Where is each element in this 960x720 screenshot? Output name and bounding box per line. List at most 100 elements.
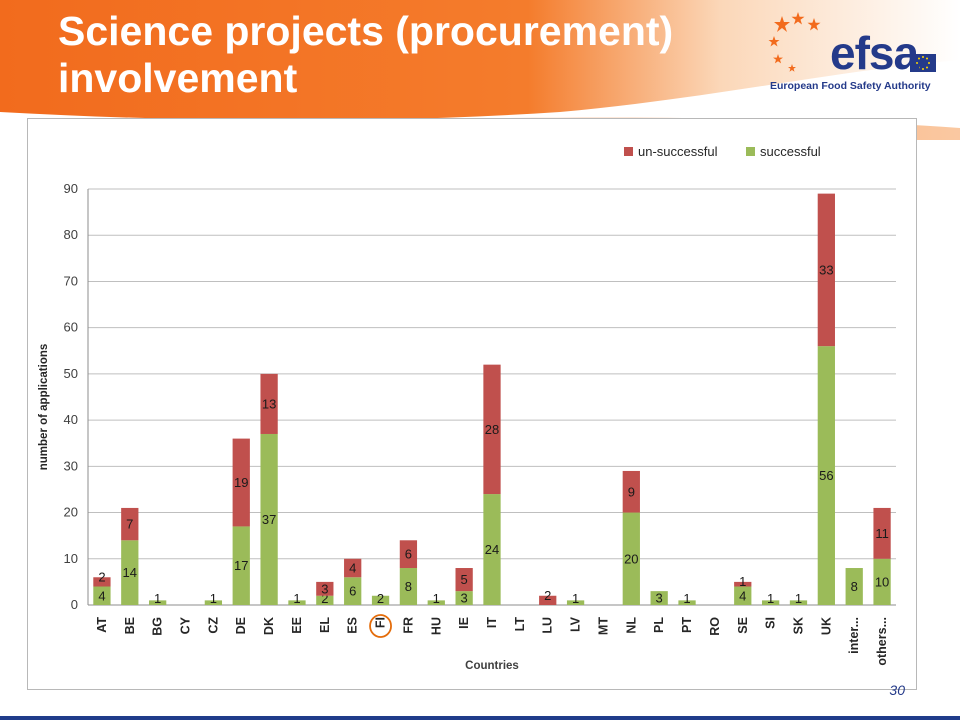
bar-unsuccessful-IT: [483, 364, 501, 495]
x-tick-label: SI: [764, 617, 778, 629]
y-tick-label: 10: [64, 551, 78, 566]
bar-unsuccessful-FR: [399, 540, 418, 569]
slide-title-line2: involvement: [58, 55, 298, 101]
bar-successful-BE: [121, 540, 139, 605]
bar-unsuccessful-others...: [873, 507, 891, 559]
data-label-successful: 1: [433, 591, 440, 606]
data-label-successful: 20: [624, 551, 638, 566]
x-tick-label: DK: [262, 617, 276, 635]
y-tick-label: 80: [64, 227, 78, 242]
bar-unsuccessful-AT: [93, 577, 111, 587]
x-tick-label: LT: [513, 617, 527, 632]
x-tick-label: PT: [680, 617, 694, 633]
x-tick-label: FR: [401, 617, 415, 634]
data-label-unsuccessful: 6: [405, 547, 412, 562]
data-label-successful: 1: [683, 591, 690, 606]
bar-successful-CZ: [204, 600, 223, 605]
y-tick-label: 30: [64, 458, 78, 473]
data-label-unsuccessful: 33: [819, 262, 833, 277]
data-label-successful: 3: [656, 591, 663, 606]
bar-successful-UK: [817, 346, 835, 605]
x-tick-label: AT: [95, 617, 109, 633]
efsa-subtitle: European Food Safety Authority: [770, 80, 931, 92]
data-label-successful: 56: [819, 468, 833, 483]
bar-successful-PL: [650, 591, 668, 605]
x-tick-label: LV: [569, 616, 583, 632]
bar-unsuccessful-UK: [817, 193, 835, 347]
data-label-unsuccessful: 5: [461, 572, 468, 587]
efsa-stars-logo-icon: [768, 12, 936, 72]
x-tick-label: CZ: [206, 617, 220, 634]
bar-successful-FI: [371, 595, 390, 605]
x-tick-label: NL: [624, 617, 638, 634]
x-tick-label: UK: [819, 617, 833, 635]
bar-successful-LV: [566, 600, 585, 605]
data-label-successful: 3: [461, 591, 468, 606]
bar-unsuccessful-NL: [622, 470, 640, 513]
x-tick-label: ES: [346, 617, 360, 634]
bar-unsuccessful-IE: [455, 568, 473, 592]
x-tick-label: EL: [318, 617, 332, 633]
data-label-successful: 4: [739, 588, 746, 603]
data-label-unsuccessful: 4: [349, 561, 356, 576]
bar-successful-NL: [622, 512, 640, 605]
x-tick-label: RO: [708, 617, 722, 636]
data-label-successful: 14: [123, 565, 137, 580]
data-label-unsuccessful: 19: [234, 475, 248, 490]
bar-successful-inter...: [845, 568, 863, 605]
x-tick-label: BG: [151, 617, 165, 636]
x-tick-label: PL: [652, 617, 666, 633]
bar-successful-ES: [344, 577, 362, 605]
x-tick-label: LU: [541, 617, 555, 634]
data-label-successful: 1: [767, 591, 774, 606]
legend-label-unsuccessful: un-successful: [638, 144, 718, 159]
bar-unsuccessful-DK: [260, 373, 278, 434]
highlight-circle-icon: [369, 614, 392, 638]
page-number: 30: [889, 682, 905, 698]
data-label-successful: 10: [875, 574, 889, 589]
slide-title: Science projects (procurement) involveme…: [58, 8, 758, 102]
x-tick-label: SE: [736, 617, 750, 634]
data-label-unsuccessful: 2: [98, 569, 105, 584]
y-axis-title: number of applications: [38, 344, 50, 471]
x-tick-label: IE: [457, 617, 471, 629]
y-tick-label: 50: [64, 366, 78, 381]
data-label-unsuccessful: 13: [262, 396, 276, 411]
efsa-wordmark: efsa: [830, 27, 919, 79]
bar-successful-HU: [427, 600, 445, 605]
data-label-successful: 8: [405, 579, 412, 594]
bar-successful-IE: [455, 591, 473, 605]
data-label-successful: 1: [572, 591, 579, 606]
data-label-successful: 2: [321, 591, 328, 606]
y-tick-label: 20: [64, 505, 78, 520]
x-tick-label: HU: [429, 617, 443, 635]
y-tick-label: 70: [64, 273, 78, 288]
data-label-unsuccessful: 2: [544, 588, 551, 603]
x-tick-label: inter...: [847, 617, 861, 654]
bar-successful-BG: [149, 600, 167, 605]
data-label-unsuccessful: 7: [126, 517, 133, 532]
data-label-successful: 37: [262, 512, 276, 527]
x-tick-label: CY: [179, 616, 193, 634]
bar-unsuccessful-BE: [121, 507, 139, 541]
bar-unsuccessful-ES: [344, 558, 362, 578]
slide-title-line1: Science projects (procurement): [58, 8, 674, 54]
data-label-successful: 1: [154, 591, 161, 606]
x-tick-label: SK: [791, 617, 805, 634]
bar-successful-AT: [93, 586, 111, 605]
bar-unsuccessful-DE: [232, 438, 250, 527]
data-label-successful: 24: [485, 542, 499, 557]
bar-successful-DE: [232, 526, 250, 605]
bar-unsuccessful-LU: [539, 595, 557, 605]
bottom-rule: [0, 716, 960, 720]
bar-successful-IT: [483, 494, 501, 605]
data-label-unsuccessful: 9: [628, 484, 635, 499]
bar-unsuccessful-EL: [316, 581, 334, 596]
data-label-unsuccessful: 1: [739, 574, 746, 589]
legend-swatch-successful: [746, 147, 755, 156]
y-tick-label: 0: [71, 597, 78, 612]
data-label-successful: 1: [795, 591, 802, 606]
x-tick-label: FI: [374, 617, 388, 628]
legend-swatch-unsuccessful: [624, 147, 633, 156]
